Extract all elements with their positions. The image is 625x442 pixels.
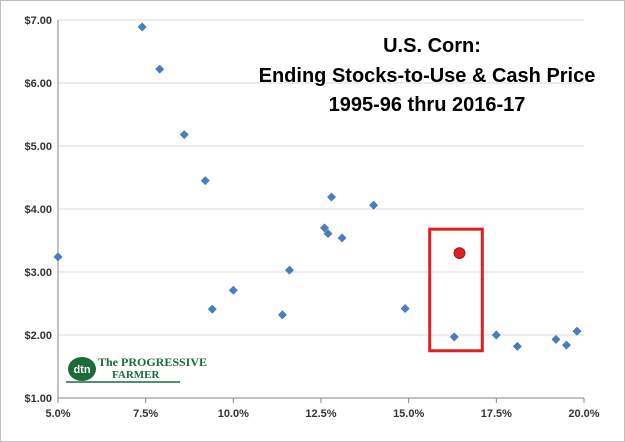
chart-title-line-2: Ending Stocks-to-Use & Cash Price (259, 65, 596, 87)
x-tick-label: 17.5% (481, 408, 512, 420)
data-point (400, 303, 410, 314)
data-point (207, 304, 217, 314)
data-points (53, 22, 582, 351)
y-tick-label: $1.00 (24, 393, 52, 405)
x-tick-label: 15.0% (393, 408, 424, 420)
data-point (200, 176, 210, 186)
y-tick-label: $4.00 (24, 204, 52, 216)
highlighted-data-point (453, 247, 466, 260)
logo-line-2: FARMER (112, 369, 161, 381)
data-point (277, 310, 287, 320)
axes (57, 20, 585, 403)
y-tick-label: $3.00 (24, 267, 52, 279)
logo-dtn-text: dtn (73, 364, 90, 376)
chart-title: U.S. Corn: Ending Stocks-to-Use & Cash P… (259, 35, 596, 116)
data-point (228, 285, 238, 295)
x-tick-label: 12.5% (305, 408, 336, 420)
y-tick-label: $2.00 (24, 330, 52, 342)
y-tick-label: $6.00 (24, 78, 52, 90)
x-tick-label: 7.5% (133, 408, 158, 420)
data-point (491, 330, 501, 340)
data-point (572, 326, 582, 336)
data-point (551, 334, 561, 344)
data-point (337, 233, 347, 243)
x-tick-label: 5.0% (45, 408, 70, 420)
data-point (137, 22, 147, 32)
dtn-progressive-farmer-logo: dtn The PROGRESSIVE FARMER (66, 355, 207, 383)
highlight-box-layer (428, 227, 484, 353)
x-tick-label: 10.0% (218, 408, 249, 420)
chart-title-line-1: U.S. Corn: (383, 35, 481, 57)
data-point (512, 341, 522, 351)
logo-badge (68, 357, 96, 381)
data-point (284, 265, 294, 275)
tick-labels: $1.00 $2.00 $3.00 $4.00 $5.00 $6.00 $7.00 5.0% 7… (24, 15, 599, 420)
data-point (179, 130, 189, 140)
data-point (326, 192, 337, 202)
y-tick-label: $5.00 (24, 141, 52, 153)
data-point (323, 229, 333, 239)
x-tick-label: 20.0% (568, 408, 599, 420)
data-point (53, 252, 63, 262)
data-point (369, 200, 379, 210)
data-point (449, 332, 459, 342)
highlight-box (428, 227, 484, 353)
data-point (319, 223, 330, 233)
logo-line-1: The PROGRESSIVE (98, 355, 207, 369)
data-point (561, 340, 572, 350)
chart-title-line-3: 1995-96 thru 2016-17 (329, 94, 526, 116)
y-tick-label: $7.00 (24, 15, 52, 27)
data-point (155, 64, 165, 74)
